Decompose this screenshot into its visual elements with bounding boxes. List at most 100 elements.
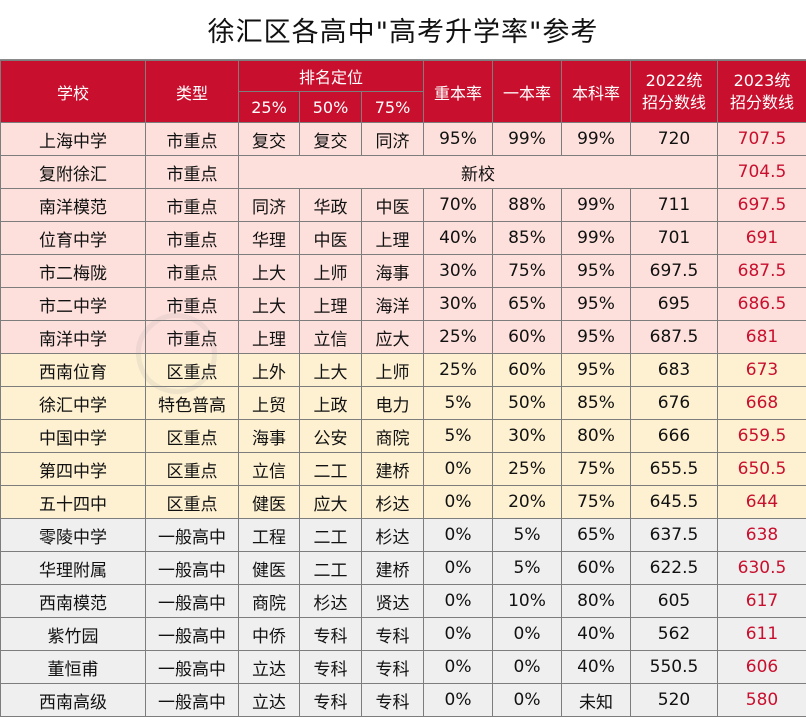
cell-score-2023: 611	[717, 617, 806, 651]
cell-first-rate: 5%	[492, 551, 562, 585]
cell-first-rate: 0%	[492, 617, 562, 651]
cell-score-2022: 720	[630, 122, 718, 156]
cell-key-rate: 95%	[423, 122, 493, 156]
cell-type: 一般高中	[145, 551, 239, 585]
cell-first-rate: 99%	[492, 122, 562, 156]
cell-p50: 立信	[299, 320, 362, 354]
cell-first-rate: 60%	[492, 320, 562, 354]
cell-type: 区重点	[145, 485, 239, 519]
cell-key-rate: 0%	[423, 485, 493, 519]
cell-p75: 建桥	[361, 551, 424, 585]
cell-score-2022: 550.5	[630, 650, 718, 684]
cell-p75: 中医	[361, 188, 424, 222]
cell-type: 特色普高	[145, 386, 239, 420]
table-row: 第四中学 区重点 立信 二工 建桥 0% 25% 75% 655.5 650.5	[0, 452, 806, 486]
cell-p50: 复交	[299, 122, 362, 156]
cell-key-rate: 0%	[423, 683, 493, 717]
cell-bachelor-rate: 65%	[561, 518, 631, 552]
cell-key-rate: 25%	[423, 320, 493, 354]
cell-score-2022: 605	[630, 584, 718, 618]
cell-score-2023: 704.5	[717, 155, 806, 189]
cell-bachelor-rate: 75%	[561, 485, 631, 519]
cell-p75: 同济	[361, 122, 424, 156]
header-first-rate: 一本率	[492, 60, 562, 123]
cell-school: 西南高级	[0, 683, 146, 717]
cell-type: 市重点	[145, 254, 239, 288]
cell-p50: 应大	[299, 485, 362, 519]
cell-key-rate: 0%	[423, 452, 493, 486]
cell-p25: 立达	[238, 650, 300, 684]
cell-first-rate: 50%	[492, 386, 562, 420]
cell-bachelor-rate: 95%	[561, 254, 631, 288]
cell-school: 市二梅陇	[0, 254, 146, 288]
cell-p25: 海事	[238, 419, 300, 453]
cell-bachelor-rate: 60%	[561, 551, 631, 585]
cell-score-2023: 691	[717, 221, 806, 255]
cell-type: 市重点	[145, 155, 239, 189]
cell-key-rate: 25%	[423, 353, 493, 387]
cell-school: 上海中学	[0, 122, 146, 156]
table-row: 位育中学 市重点 华理 中医 上理 40% 85% 99% 701 691	[0, 221, 806, 255]
cell-bachelor-rate: 99%	[561, 221, 631, 255]
cell-school: 南洋中学	[0, 320, 146, 354]
header-score-2023-label: 2023统招分数线	[729, 70, 794, 112]
cell-type: 一般高中	[145, 650, 239, 684]
cell-key-rate: 70%	[423, 188, 493, 222]
cell-p75: 海事	[361, 254, 424, 288]
cell-key-rate: 40%	[423, 221, 493, 255]
cell-bachelor-rate: 99%	[561, 122, 631, 156]
table-header: 学校 类型 排名定位 重本率 一本率 本科率 2022统招分数线 2023统招分…	[0, 60, 806, 123]
cell-school: 南洋模范	[0, 188, 146, 222]
cell-first-rate: 60%	[492, 353, 562, 387]
table-row: 零陵中学 一般高中 工程 二工 杉达 0% 5% 65% 637.5 638	[0, 518, 806, 552]
cell-score-2023: 659.5	[717, 419, 806, 453]
table-row: 南洋中学 市重点 上理 立信 应大 25% 60% 95% 687.5 681	[0, 320, 806, 354]
cell-school: 复附徐汇	[0, 155, 146, 189]
header-p50: 50%	[299, 91, 362, 123]
table-row: 紫竹园 一般高中 中侨 专科 专科 0% 0% 40% 562 611	[0, 617, 806, 651]
cell-p50: 二工	[299, 551, 362, 585]
cell-score-2023: 650.5	[717, 452, 806, 486]
cell-type: 市重点	[145, 320, 239, 354]
cell-key-rate: 0%	[423, 518, 493, 552]
cell-score-2023: 617	[717, 584, 806, 618]
cell-p25: 商院	[238, 584, 300, 618]
header-type: 类型	[145, 60, 239, 123]
header-bachelor-rate: 本科率	[561, 60, 631, 123]
cell-school: 位育中学	[0, 221, 146, 255]
cell-score-2022: 637.5	[630, 518, 718, 552]
table-row: 西南高级 一般高中 立达 专科 专科 0% 0% 未知 520 580	[0, 683, 806, 717]
cell-p50: 华政	[299, 188, 362, 222]
cell-score-2022: 711	[630, 188, 718, 222]
table-row: 徐汇中学 特色普高 上贸 上政 电力 5% 50% 85% 676 668	[0, 386, 806, 420]
cell-school: 西南模范	[0, 584, 146, 618]
cell-p75: 上师	[361, 353, 424, 387]
cell-bachelor-rate: 85%	[561, 386, 631, 420]
cell-type: 一般高中	[145, 518, 239, 552]
cell-p75: 贤达	[361, 584, 424, 618]
cell-first-rate: 30%	[492, 419, 562, 453]
cell-bachelor-rate: 95%	[561, 353, 631, 387]
page-title: 徐汇区各高中"高考升学率"参考	[207, 17, 599, 48]
cell-p25: 上理	[238, 320, 300, 354]
table-row: 南洋模范 市重点 同济 华政 中医 70% 88% 99% 711 697.5	[0, 188, 806, 222]
cell-school: 市二中学	[0, 287, 146, 321]
cell-first-rate: 5%	[492, 518, 562, 552]
cell-p75: 专科	[361, 617, 424, 651]
cell-first-rate: 65%	[492, 287, 562, 321]
cell-score-2022: 655.5	[630, 452, 718, 486]
cell-type: 市重点	[145, 287, 239, 321]
cell-p50: 公安	[299, 419, 362, 453]
cell-score-2023: 707.5	[717, 122, 806, 156]
cell-bachelor-rate: 99%	[561, 188, 631, 222]
cell-score-2022: 622.5	[630, 551, 718, 585]
cell-p25: 立达	[238, 683, 300, 717]
table-row: 西南位育 区重点 上外 上大 上师 25% 60% 95% 683 673	[0, 353, 806, 387]
cell-p50: 上大	[299, 353, 362, 387]
cell-score-2023: 686.5	[717, 287, 806, 321]
cell-type: 一般高中	[145, 683, 239, 717]
admission-table: 学校 类型 排名定位 重本率 一本率 本科率 2022统招分数线 2023统招分…	[0, 60, 806, 717]
table-row: 五十四中 区重点 健医 应大 杉达 0% 20% 75% 645.5 644	[0, 485, 806, 519]
cell-p50: 中医	[299, 221, 362, 255]
cell-first-rate: 10%	[492, 584, 562, 618]
